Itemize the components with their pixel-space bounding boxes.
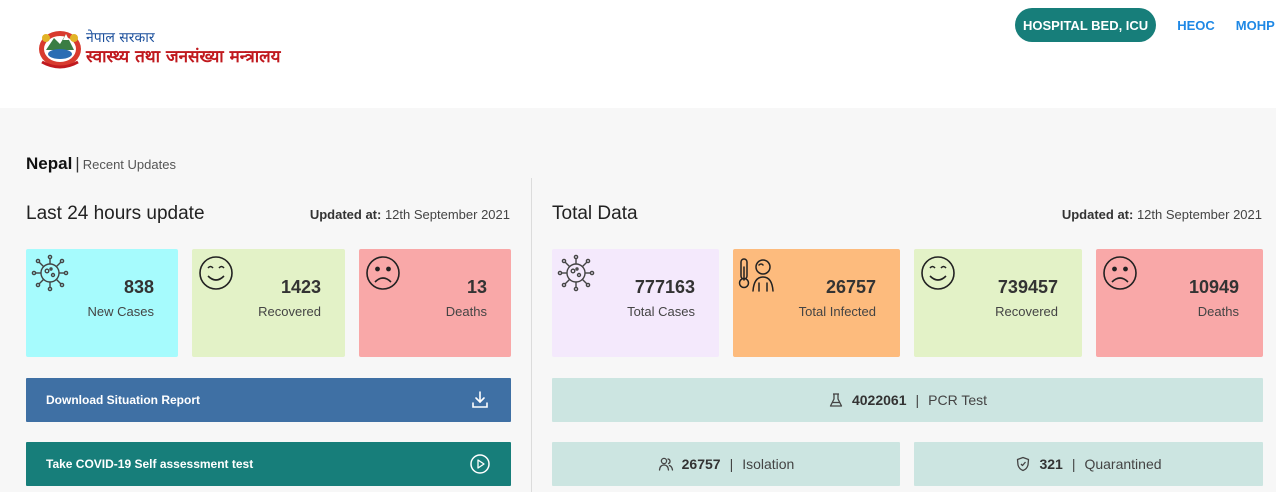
- quarantined-stat: 321 | Quarantined: [914, 442, 1263, 486]
- smiley-icon: [921, 256, 955, 290]
- top-nav: HOSPITAL BED, ICU HEOC MOHP: [1015, 8, 1275, 42]
- card-recovered-24h: 1423 Recovered: [192, 249, 345, 357]
- people-icon: [658, 457, 673, 471]
- site-header: नेपाल सरकार स्वास्थ्य तथा जनसंख्या मन्त्…: [0, 0, 1276, 108]
- new-cases-value: 838: [123, 277, 154, 297]
- virus-icon: [31, 254, 69, 292]
- breadcrumb: Nepal | Recent Updates: [26, 154, 176, 174]
- logo-ministry-text: स्वास्थ्य तथा जनसंख्या मन्त्रालय: [86, 47, 281, 67]
- isolation-separator: |: [729, 456, 734, 472]
- total-deaths-label: Deaths: [1197, 304, 1239, 319]
- download-icon: [472, 391, 488, 408]
- card-total-infected: 26757 Total Infected: [733, 249, 900, 357]
- quarantined-separator: |: [1071, 456, 1076, 472]
- nav-heoc-link[interactable]: HEOC: [1177, 17, 1215, 33]
- new-cases-label: New Cases: [87, 304, 154, 319]
- total-recovered-label: Recovered: [995, 304, 1058, 319]
- last24-title: Last 24 hours update: [26, 203, 205, 224]
- self-assessment-label: Take COVID-19 Self assessment test: [46, 457, 254, 471]
- pcr-test-separator: |: [915, 392, 920, 408]
- thermometer-patient-icon: [738, 258, 774, 292]
- logo-government-text: नेपाल सरकार: [86, 30, 155, 46]
- last24-updated: Updated at: 12th September 2021: [309, 207, 510, 222]
- sad-face-icon: [366, 256, 400, 290]
- self-assessment-test-button[interactable]: Take COVID-19 Self assessment test: [26, 442, 511, 486]
- nav-mohp-link[interactable]: MOHP: [1235, 17, 1275, 33]
- ministry-logo[interactable]: नेपाल सरकार स्वास्थ्य तथा जनसंख्या मन्त्…: [36, 24, 286, 72]
- download-report-label: Download Situation Report: [46, 393, 200, 407]
- play-circle-icon: [470, 454, 490, 474]
- virus-icon: [557, 254, 595, 292]
- pcr-test-label: PCR Test: [928, 392, 988, 408]
- nav-hospital-bed-button[interactable]: HOSPITAL BED, ICU: [1015, 8, 1157, 42]
- deaths-24h-label: Deaths: [445, 304, 487, 319]
- smiley-icon: [199, 256, 233, 290]
- nepal-emblem-icon: [39, 31, 81, 69]
- card-total-cases: 777163 Total Cases: [552, 249, 719, 357]
- dashboard: Nepal | Recent Updates Last 24 hours updat…: [0, 108, 1276, 492]
- recovered-24h-value: 1423: [280, 277, 321, 297]
- isolation-value: 26757: [681, 456, 721, 472]
- breadcrumb-separator: |: [75, 154, 80, 173]
- total-data-title: Total Data: [552, 203, 638, 224]
- total-deaths-value: 10949: [1188, 277, 1239, 297]
- card-deaths-24h: 13 Deaths: [359, 249, 511, 357]
- total-cases-value: 777163: [634, 277, 695, 297]
- isolation-stat: 26757 | Isolation: [552, 442, 900, 486]
- card-new-cases: 838 New Cases: [26, 249, 178, 357]
- isolation-label: Isolation: [742, 456, 795, 472]
- pcr-test-value: 4022061: [851, 392, 907, 408]
- total-cases-label: Total Cases: [627, 304, 695, 319]
- card-total-deaths: 10949 Deaths: [1096, 249, 1263, 357]
- quarantined-value: 321: [1039, 456, 1063, 472]
- pcr-test-stat: 4022061 | PCR Test: [552, 378, 1263, 422]
- quarantined-label: Quarantined: [1084, 456, 1162, 472]
- deaths-24h-value: 13: [466, 277, 487, 297]
- total-updated: Updated at: 12th September 2021: [1061, 207, 1262, 222]
- flask-icon: [829, 393, 843, 407]
- breadcrumb-sub: Recent Updates: [82, 157, 176, 172]
- download-situation-report-button[interactable]: Download Situation Report: [26, 378, 511, 422]
- shield-icon: [1017, 456, 1030, 472]
- card-total-recovered: 739457 Recovered: [914, 249, 1082, 357]
- sad-face-icon: [1103, 256, 1137, 290]
- breadcrumb-country: Nepal: [26, 154, 73, 173]
- total-infected-label: Total Infected: [798, 304, 876, 319]
- section-divider: [531, 178, 532, 492]
- total-recovered-value: 739457: [997, 277, 1058, 297]
- recovered-24h-label: Recovered: [258, 304, 321, 319]
- total-infected-value: 26757: [825, 277, 876, 297]
